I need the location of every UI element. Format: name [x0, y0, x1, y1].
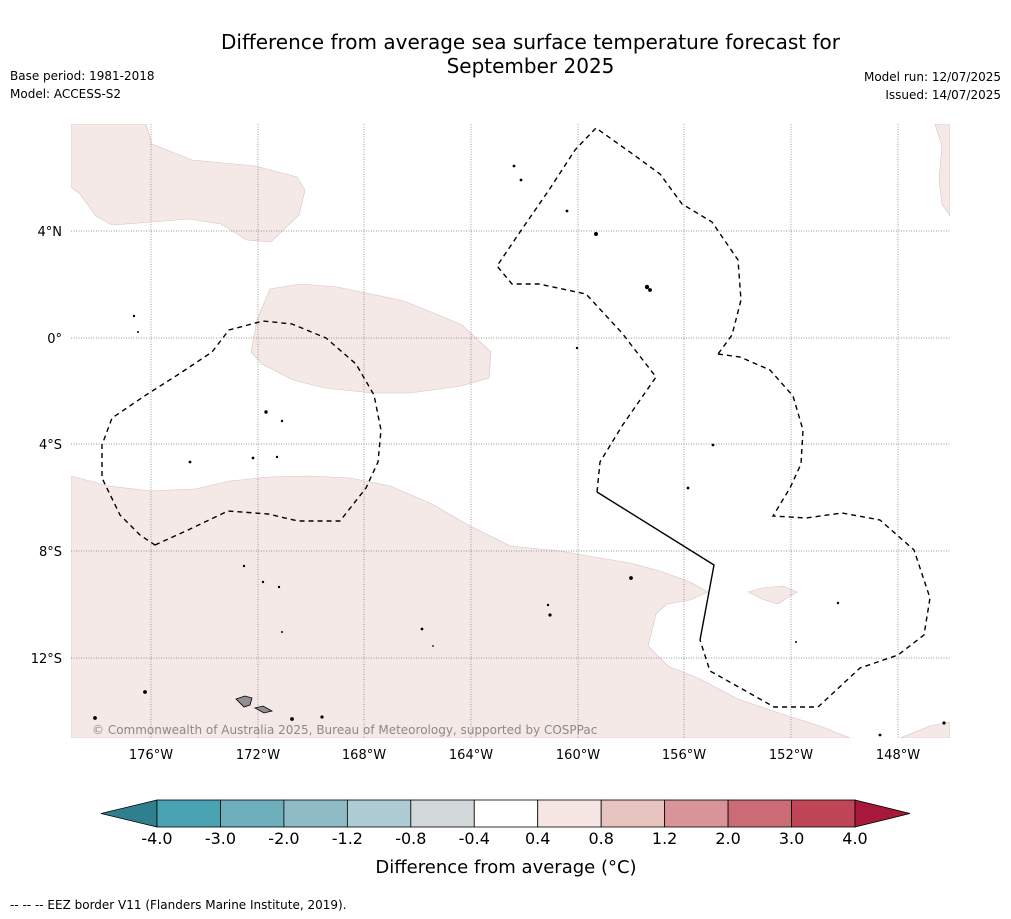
colorbar-tick-label: 4.0 — [842, 829, 867, 848]
colorbar-segment — [791, 799, 856, 828]
base-period: Base period: 1981-2018 — [10, 69, 155, 83]
colorbar-segment — [473, 799, 539, 828]
lon-label: 172°W — [236, 748, 280, 763]
colorbar-segment — [664, 799, 729, 828]
colorbar-segment — [410, 799, 475, 828]
lon-label: 148°W — [876, 748, 920, 763]
lat-label: 4°S — [39, 438, 62, 453]
anomaly-regions — [71, 124, 950, 738]
anomaly-region-south — [71, 475, 851, 738]
colorbar-tick-label: 1.2 — [652, 829, 677, 848]
lat-label: 0° — [47, 332, 62, 347]
colorbar-segment — [537, 799, 602, 828]
graticule — [71, 124, 950, 738]
colorbar-tick-label: 0.8 — [588, 829, 613, 848]
colorbar-extension-low — [100, 799, 158, 828]
longitude-labels: 176°W 172°W 168°W 164°W 160°W 156°W 152°… — [129, 748, 920, 763]
lon-label: 156°W — [662, 748, 706, 763]
colorbar-tick-label: 2.0 — [715, 829, 740, 848]
colorbar-tick-label: -2.0 — [268, 829, 299, 848]
islands — [93, 164, 946, 737]
map-title: Difference from average sea surface temp… — [0, 30, 1011, 78]
latitude-labels: 4°N 0° 4°S 8°S 12°S — [31, 225, 62, 667]
eez-borders — [101, 127, 931, 708]
map-title-line2: September 2025 — [446, 54, 615, 78]
copyright-notice: © Commonwealth of Australia 2025, Bureau… — [92, 723, 598, 737]
lon-label: 164°W — [449, 748, 493, 763]
colorbar-tick-label: -0.8 — [395, 829, 426, 848]
colorbar-segment — [156, 799, 221, 828]
eez-footnote: -- -- -- EEZ border V11 (Flanders Marine… — [10, 898, 347, 912]
issued-date: Issued: 14/07/2025 — [885, 88, 1001, 102]
anomaly-region-equatorial — [250, 283, 492, 394]
anomaly-region-northwest — [71, 124, 306, 243]
map-area — [71, 124, 950, 738]
meta-right: Model run: 12/07/2025 Issued: 14/07/2025 — [864, 68, 1001, 104]
colorbar-tick-label: -3.0 — [205, 829, 236, 848]
lon-label: 168°W — [342, 748, 386, 763]
colorbar-tick-label: -1.2 — [332, 829, 363, 848]
colorbar-tick-label: 0.4 — [525, 829, 550, 848]
anomaly-region-northeast — [934, 124, 950, 217]
colorbar-tick-label: -4.0 — [141, 829, 172, 848]
lon-label: 152°W — [769, 748, 813, 763]
lon-label: 176°W — [129, 748, 173, 763]
colorbar-tick-label: -0.4 — [459, 829, 490, 848]
anomaly-region-small — [747, 585, 798, 605]
model-run: Model run: 12/07/2025 — [863, 70, 1001, 84]
lat-label: 12°S — [31, 652, 62, 667]
colorbar-extension-high — [854, 799, 911, 828]
samoa-islands — [235, 695, 274, 714]
lat-label: 4°N — [38, 225, 63, 240]
colorbar — [100, 799, 911, 828]
colorbar-segment — [283, 799, 348, 828]
colorbar-segment — [600, 799, 666, 828]
map-title-line1: Difference from average sea surface temp… — [220, 30, 840, 54]
colorbar-ticks: -4.0 -3.0 -2.0 -1.2 -0.8 -0.4 0.4 0.8 1.2 2.0 3.0 4… — [141, 829, 867, 848]
lon-label: 160°W — [556, 748, 600, 763]
model-name: Model: ACCESS-S2 — [10, 87, 122, 101]
colorbar-tick-label: 3.0 — [779, 829, 804, 848]
lat-label: 8°S — [39, 545, 62, 560]
colorbar-segment — [220, 799, 285, 828]
meta-left: Base period: 1981-2018 Model: ACCESS-S2 — [10, 67, 155, 103]
colorbar-segment — [727, 799, 792, 828]
colorbar-title: Difference from average (°C) — [375, 857, 636, 878]
colorbar-segment — [346, 799, 412, 828]
anomaly-region-southeast-corner — [899, 721, 950, 738]
eez-border-east — [699, 353, 931, 708]
eez-border-west — [101, 320, 382, 546]
eez-border-solid — [596, 491, 715, 641]
